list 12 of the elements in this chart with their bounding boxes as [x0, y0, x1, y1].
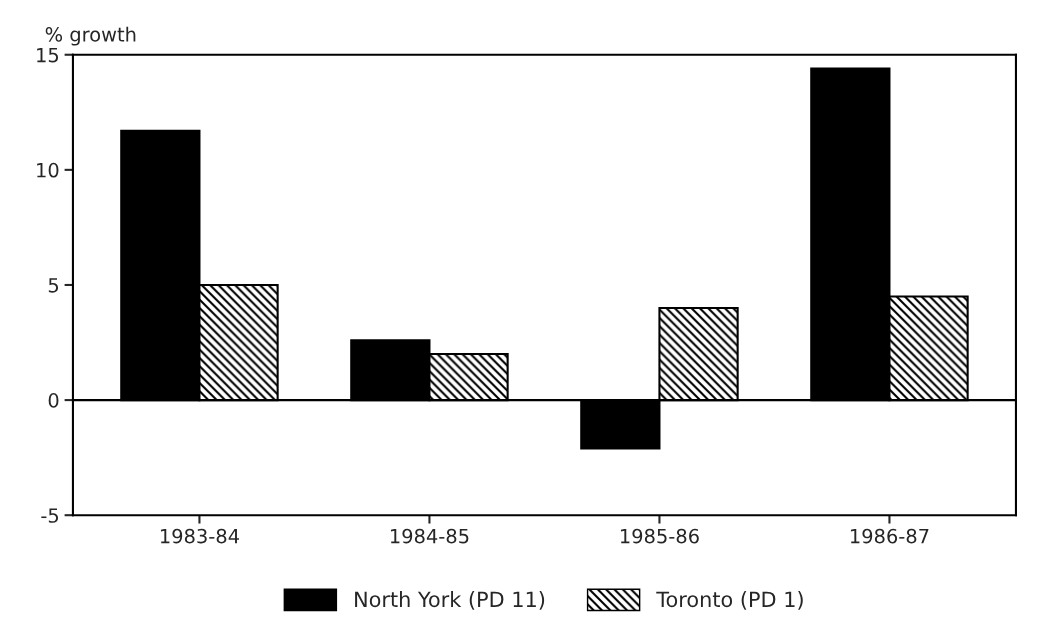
x-tick-label: 1984-85 [390, 528, 469, 544]
x-tick-label: 1985-86 [620, 528, 699, 544]
y-tick-label: 15 [37, 47, 59, 63]
y-tick-label: 10 [37, 162, 59, 178]
legend-label: North York (PD 11) [355, 591, 545, 610]
y-tick-label: 0 [48, 393, 59, 408]
y-tick-label: 5 [48, 278, 59, 293]
y-axis-title: % growth [45, 26, 136, 46]
legend-label: Toronto (PD 1) [656, 591, 803, 610]
x-tick-label: 1983-84 [160, 528, 239, 544]
x-tick-label: 1986-87 [850, 528, 929, 544]
y-tick-label: -5 [41, 508, 59, 523]
